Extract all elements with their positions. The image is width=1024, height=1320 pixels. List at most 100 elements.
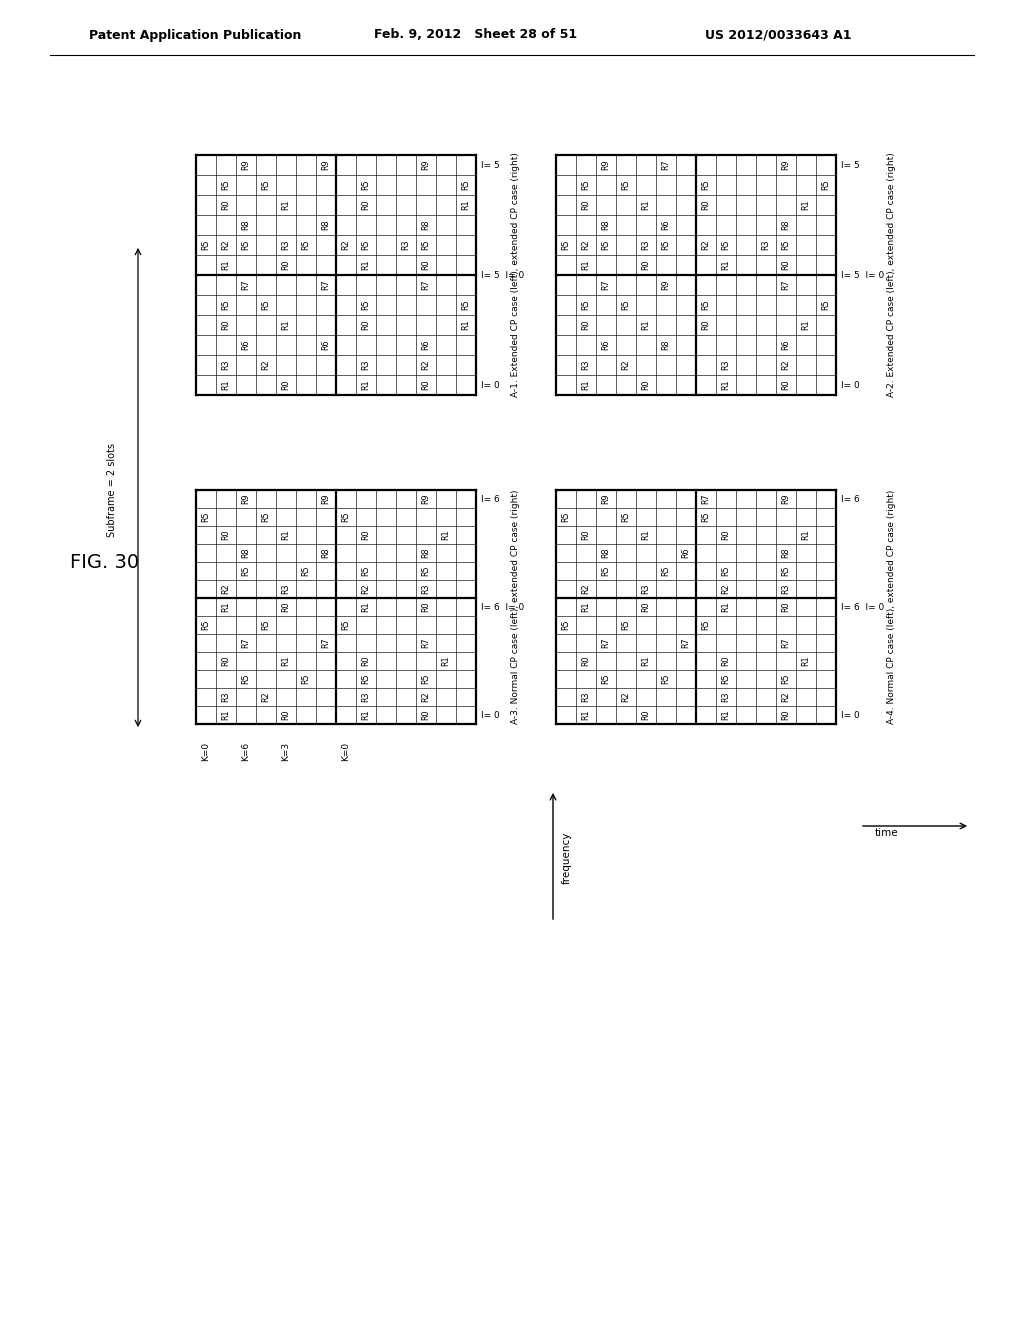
Text: R3: R3	[641, 240, 650, 251]
Text: R1: R1	[462, 199, 470, 210]
Text: R2: R2	[622, 359, 631, 371]
Text: R1: R1	[802, 319, 811, 330]
Text: R5: R5	[821, 180, 830, 190]
Text: R5: R5	[422, 673, 430, 684]
Text: R0: R0	[221, 529, 230, 540]
Text: US 2012/0033643 A1: US 2012/0033643 A1	[705, 29, 851, 41]
Text: R5: R5	[361, 566, 371, 577]
Text: R1: R1	[802, 199, 811, 210]
Text: R0: R0	[781, 260, 791, 271]
Text: R8: R8	[322, 548, 331, 558]
Text: R1: R1	[282, 656, 291, 667]
Text: R1: R1	[221, 602, 230, 612]
Text: R5: R5	[561, 619, 570, 631]
Text: R8: R8	[781, 219, 791, 230]
Text: R3: R3	[221, 692, 230, 702]
Text: R5: R5	[601, 566, 610, 577]
Text: R6: R6	[422, 339, 430, 350]
Text: l= 0: l= 0	[481, 380, 500, 389]
Text: R1: R1	[582, 710, 591, 721]
Text: R0: R0	[641, 602, 650, 612]
Text: R5: R5	[601, 673, 610, 684]
Text: FIG. 30: FIG. 30	[71, 553, 139, 572]
Text: R2: R2	[781, 359, 791, 371]
Text: R3: R3	[722, 360, 730, 370]
Text: R0: R0	[641, 710, 650, 721]
Text: R3: R3	[781, 583, 791, 594]
Text: R6: R6	[322, 339, 331, 350]
Text: R5: R5	[261, 512, 270, 523]
Text: R5: R5	[622, 180, 631, 190]
Text: R5: R5	[242, 566, 251, 577]
Text: R9: R9	[242, 160, 251, 170]
Text: R2: R2	[781, 692, 791, 702]
Text: R5: R5	[701, 300, 711, 310]
Text: R5: R5	[622, 619, 631, 631]
Text: R5: R5	[462, 180, 470, 190]
Text: R1: R1	[641, 656, 650, 667]
Text: R1: R1	[361, 380, 371, 391]
Text: l= 6  l= 0: l= 6 l= 0	[841, 602, 885, 611]
Text: R1: R1	[641, 529, 650, 540]
Text: R0: R0	[361, 656, 371, 667]
Text: R1: R1	[462, 319, 470, 330]
Text: R5: R5	[422, 240, 430, 251]
Text: R1: R1	[221, 380, 230, 391]
Text: R6: R6	[601, 339, 610, 350]
Text: R1: R1	[582, 380, 591, 391]
Text: R1: R1	[802, 656, 811, 667]
Text: R1: R1	[582, 602, 591, 612]
Text: R0: R0	[361, 529, 371, 540]
Text: Feb. 9, 2012   Sheet 28 of 51: Feb. 9, 2012 Sheet 28 of 51	[375, 29, 578, 41]
Text: R2: R2	[341, 240, 350, 251]
Text: R2: R2	[701, 240, 711, 251]
Text: R5: R5	[462, 300, 470, 310]
Text: R1: R1	[282, 529, 291, 540]
Text: R1: R1	[722, 602, 730, 612]
Text: R9: R9	[781, 494, 791, 504]
Text: R5: R5	[601, 240, 610, 251]
Text: R1: R1	[441, 656, 451, 667]
Text: l= 6  l= 0: l= 6 l= 0	[481, 602, 524, 611]
Text: R0: R0	[701, 199, 711, 210]
Text: R0: R0	[282, 380, 291, 391]
Text: R0: R0	[722, 529, 730, 540]
Text: K=0: K=0	[341, 742, 350, 762]
Text: Patent Application Publication: Patent Application Publication	[89, 29, 301, 41]
Text: R0: R0	[582, 656, 591, 667]
Text: R5: R5	[561, 240, 570, 251]
Text: R3: R3	[401, 240, 411, 251]
Text: R0: R0	[282, 602, 291, 612]
Text: K=0: K=0	[202, 742, 211, 762]
Text: R3: R3	[641, 583, 650, 594]
Text: R0: R0	[582, 199, 591, 210]
Text: R2: R2	[722, 583, 730, 594]
Text: R5: R5	[821, 300, 830, 310]
Text: R3: R3	[282, 240, 291, 251]
Text: l= 5: l= 5	[841, 161, 860, 169]
Text: R7: R7	[601, 638, 610, 648]
Text: R7: R7	[322, 638, 331, 648]
Text: R1: R1	[582, 260, 591, 271]
Text: R1: R1	[802, 529, 811, 540]
Text: R2: R2	[422, 692, 430, 702]
Text: l= 6: l= 6	[841, 495, 860, 503]
Text: R5: R5	[662, 566, 671, 577]
Text: R2: R2	[261, 359, 270, 371]
Text: R5: R5	[242, 240, 251, 251]
Text: R1: R1	[361, 710, 371, 721]
Text: R5: R5	[701, 619, 711, 631]
Text: R0: R0	[641, 380, 650, 391]
Text: R3: R3	[282, 583, 291, 594]
Text: R5: R5	[361, 300, 371, 310]
Text: R5: R5	[361, 240, 371, 251]
Text: K=6: K=6	[242, 742, 251, 762]
Text: R6: R6	[662, 219, 671, 230]
Text: l= 5  l= 0: l= 5 l= 0	[481, 271, 524, 280]
Text: R0: R0	[361, 319, 371, 330]
Text: R0: R0	[361, 199, 371, 210]
Text: R0: R0	[221, 656, 230, 667]
Text: R7: R7	[601, 280, 610, 290]
Text: R1: R1	[641, 319, 650, 330]
Text: R5: R5	[622, 300, 631, 310]
